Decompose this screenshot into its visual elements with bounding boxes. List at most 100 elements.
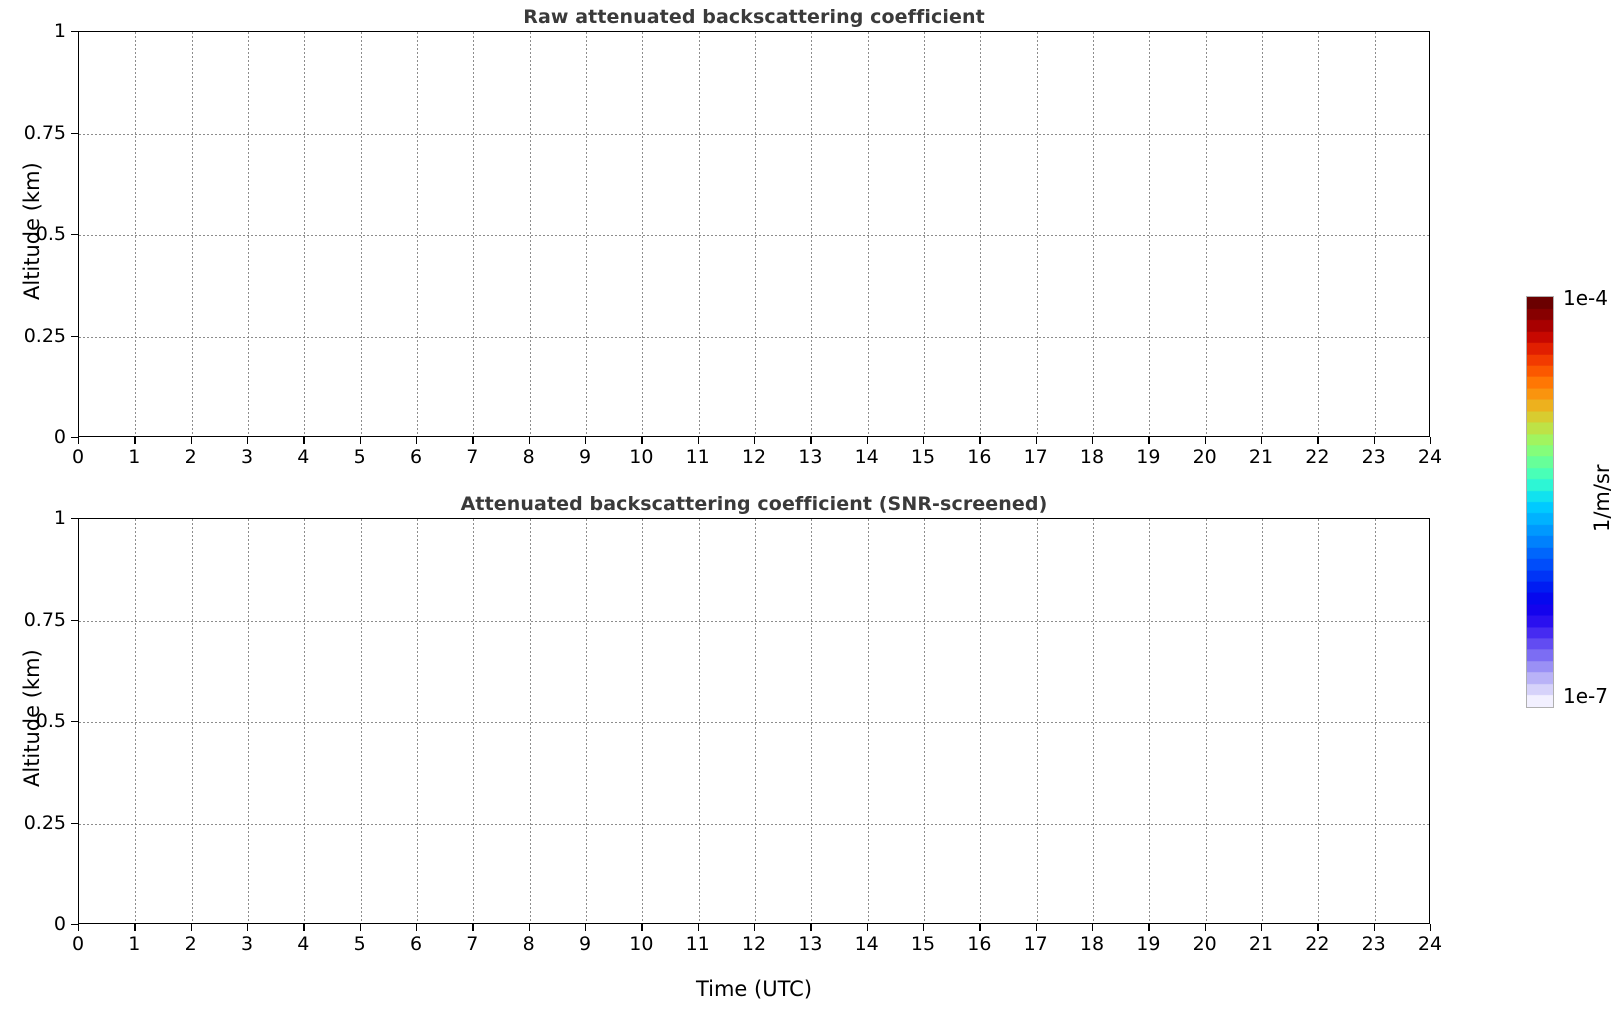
x-tick: [866, 437, 868, 444]
x-tick: [979, 924, 981, 931]
x-tick-label: 2: [184, 446, 197, 468]
x-tick-label: 21: [1248, 446, 1274, 468]
x-tick-label: 1: [128, 446, 141, 468]
x-tick-label: 3: [240, 933, 254, 955]
y-tick: [71, 822, 78, 824]
x-tick-label: 5: [353, 446, 366, 468]
x-tick-label: 13: [798, 446, 823, 468]
x-tick: [1430, 924, 1432, 931]
x-tick-label: 15: [910, 446, 936, 468]
x-tick-label: 9: [578, 933, 592, 955]
heatmap-mesh-raw: [79, 32, 1429, 436]
panel-title-raw: Raw attenuated backscattering coefficien…: [523, 6, 985, 28]
y-tick-label: 1: [53, 20, 66, 42]
x-tick: [359, 437, 361, 444]
x-tick-label: 6: [409, 446, 423, 468]
x-tick-label: 18: [1079, 446, 1105, 468]
x-tick: [416, 924, 418, 931]
plot-area-screened[interactable]: [78, 518, 1430, 924]
x-tick: [979, 437, 981, 444]
x-tick-label: 11: [685, 446, 710, 468]
y-axis-label-raw: Altitude (km): [20, 162, 44, 300]
x-tick-label: 9: [578, 446, 592, 468]
plot-area-raw[interactable]: [78, 31, 1430, 437]
x-tick-label: 12: [741, 933, 767, 955]
x-tick: [585, 437, 587, 444]
x-tick: [303, 924, 305, 931]
x-tick-label: 22: [1305, 446, 1330, 468]
y-tick: [71, 31, 78, 33]
x-tick-label: 17: [1023, 933, 1048, 955]
x-tick-label: 19: [1136, 446, 1161, 468]
x-tick: [1373, 924, 1375, 931]
y-tick: [71, 619, 78, 621]
x-tick: [1261, 924, 1263, 931]
x-tick-label: 23: [1361, 933, 1386, 955]
y-tick-label: 0.25: [23, 811, 66, 834]
colorbar[interactable]: [1526, 296, 1554, 708]
x-tick-label: 6: [409, 933, 423, 955]
x-tick: [810, 924, 812, 931]
x-tick: [754, 437, 756, 444]
x-tick: [1261, 437, 1263, 444]
x-tick-label: 7: [466, 933, 479, 955]
x-tick: [78, 924, 80, 931]
x-tick: [923, 924, 925, 931]
x-tick-label: 22: [1305, 933, 1330, 955]
x-tick-label: 0: [71, 446, 85, 468]
y-tick-label: 0.75: [23, 121, 66, 144]
x-tick-label: 10: [629, 933, 654, 955]
heatmap-mesh-screened: [79, 519, 1429, 923]
y-axis-label-screened: Altitude (km): [20, 649, 44, 787]
x-tick: [1373, 437, 1375, 444]
y-tick: [71, 132, 78, 134]
x-tick: [78, 437, 80, 444]
x-tick: [1035, 437, 1037, 444]
x-tick-label: 16: [967, 446, 992, 468]
x-tick: [472, 437, 474, 444]
x-tick: [303, 437, 305, 444]
x-tick-label: 17: [1023, 446, 1048, 468]
x-tick: [247, 437, 249, 444]
y-tick: [71, 518, 78, 520]
x-tick-label: 13: [798, 933, 823, 955]
panel-title-screened: Attenuated backscattering coefficient (S…: [460, 493, 1048, 515]
x-tick: [416, 437, 418, 444]
colorbar-max-label: 1e-4: [1563, 286, 1608, 310]
x-tick: [190, 437, 192, 444]
y-tick-label: 1: [53, 507, 66, 529]
x-tick-label: 0: [71, 933, 85, 955]
x-tick-label: 4: [297, 446, 310, 468]
x-tick: [1430, 437, 1432, 444]
x-tick: [697, 437, 699, 444]
y-tick-label: 0.5: [35, 223, 66, 245]
x-tick: [1204, 924, 1206, 931]
x-tick-label: 14: [854, 933, 879, 955]
x-tick-label: 19: [1136, 933, 1161, 955]
x-axis-label: Time (UTC): [695, 977, 813, 1001]
y-tick-label: 0.25: [23, 324, 66, 347]
x-tick-label: 12: [741, 446, 767, 468]
x-tick-label: 18: [1079, 933, 1105, 955]
x-tick: [1317, 437, 1319, 444]
x-tick: [1148, 924, 1150, 931]
x-tick-label: 3: [240, 446, 254, 468]
x-tick: [1148, 437, 1150, 444]
x-tick-label: 23: [1361, 446, 1386, 468]
y-tick-label: 0: [53, 426, 66, 448]
x-tick: [134, 437, 136, 444]
y-tick: [71, 437, 78, 439]
x-tick: [472, 924, 474, 931]
x-tick: [641, 437, 643, 444]
x-tick-label: 16: [967, 933, 992, 955]
x-tick: [528, 924, 530, 931]
x-tick-label: 7: [466, 446, 479, 468]
x-tick-label: 4: [297, 933, 310, 955]
y-tick: [71, 924, 78, 926]
x-tick-label: 8: [522, 446, 535, 468]
x-tick-label: 20: [1192, 446, 1217, 468]
x-tick-label: 15: [910, 933, 936, 955]
x-tick: [1092, 437, 1094, 444]
x-tick: [1317, 924, 1319, 931]
